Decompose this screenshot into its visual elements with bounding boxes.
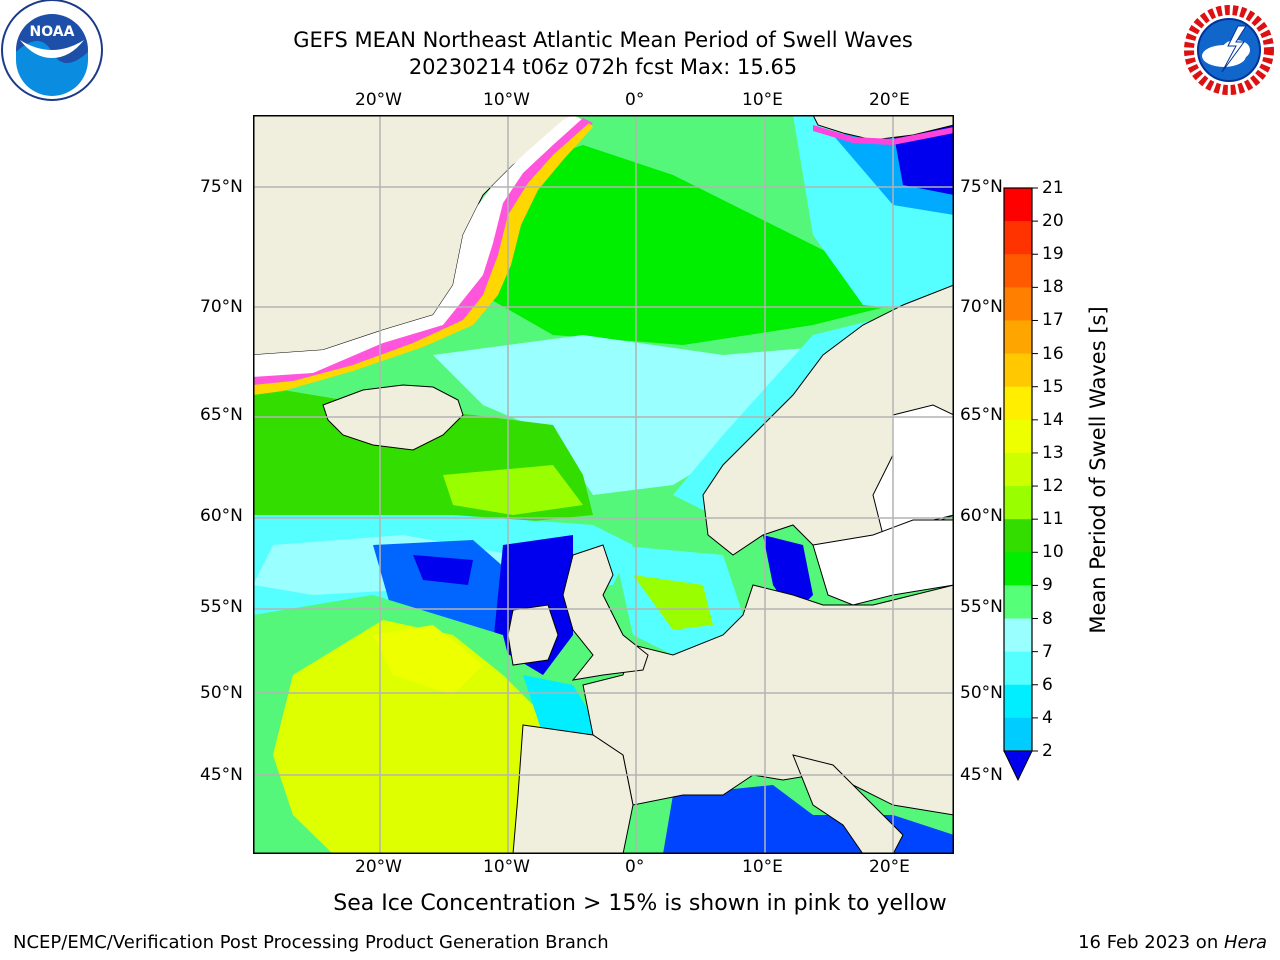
map-frame bbox=[253, 115, 954, 854]
swell-zone-2s bbox=[893, 125, 954, 195]
colorbar-segment bbox=[1004, 585, 1032, 620]
swell-zone-11s bbox=[483, 145, 893, 345]
colorbar-segment bbox=[1004, 287, 1032, 321]
lat-label-right: 65°N bbox=[960, 405, 1003, 425]
noaa-logo-text: NOAA bbox=[30, 24, 75, 40]
colorbar-tick-label: 14 bbox=[1042, 409, 1064, 430]
colorbar-tick-label: 4 bbox=[1042, 707, 1053, 728]
sea-ice-edge bbox=[253, 118, 593, 390]
lat-label-right: 50°N bbox=[960, 683, 1003, 703]
italy bbox=[792, 754, 904, 854]
great-britain bbox=[562, 544, 649, 681]
colorbar-segment bbox=[1004, 188, 1032, 222]
footer-date-text: 16 Feb 2023 on bbox=[1078, 932, 1224, 953]
lon-label-bottom: 10°W bbox=[483, 857, 530, 877]
footer-date: 16 Feb 2023 on Hera bbox=[1078, 932, 1267, 954]
lat-label-right: 55°N bbox=[960, 597, 1003, 617]
lon-label-top: 10°E bbox=[742, 90, 783, 110]
colorbar-tick-label: 13 bbox=[1042, 442, 1064, 463]
colorbar-tick-label: 21 bbox=[1042, 178, 1064, 198]
colorbar-segment bbox=[1004, 486, 1032, 520]
colorbar-tick-label: 19 bbox=[1042, 244, 1064, 265]
footer-host: Hera bbox=[1223, 932, 1267, 953]
colorbar-tick-label: 11 bbox=[1042, 509, 1064, 530]
colorbar-segment bbox=[1004, 353, 1032, 388]
colorbar-tick-label: 6 bbox=[1042, 674, 1053, 695]
graticule bbox=[253, 115, 954, 854]
colorbar-tick-label: 9 bbox=[1042, 575, 1053, 596]
lat-label-right: 60°N bbox=[960, 506, 1003, 526]
colorbar-segment bbox=[1004, 651, 1032, 686]
colorbar-segment bbox=[1004, 386, 1032, 421]
colorbar-tick-label: 10 bbox=[1042, 542, 1064, 563]
colorbar-segment bbox=[1004, 717, 1032, 752]
noaa-logo: NOAA bbox=[1, 0, 103, 101]
swell-zone-9s bbox=[433, 335, 843, 495]
chart-subtitle: 20230214 t06z 072h fcst Max: 15.65 bbox=[408, 55, 798, 79]
swell-zone-14s bbox=[273, 620, 583, 854]
colorbar-segment bbox=[1004, 452, 1032, 487]
chart-title: GEFS MEAN Northeast Atlantic Mean Period… bbox=[293, 28, 913, 52]
baltic-sea bbox=[812, 519, 954, 606]
colorbar-frame bbox=[1003, 187, 1033, 752]
lon-label-top: 10°W bbox=[483, 90, 530, 110]
lon-label-bottom: 20°E bbox=[869, 857, 910, 877]
lon-label-top: 0° bbox=[625, 90, 645, 110]
lat-label-right: 70°N bbox=[960, 297, 1003, 317]
lat-label-right: 75°N bbox=[960, 177, 1003, 197]
lon-label-bottom: 10°E bbox=[742, 857, 783, 877]
lat-label-right: 45°N bbox=[960, 765, 1003, 785]
colorbar-segment bbox=[1004, 419, 1032, 454]
colorbar-tick-label: 2 bbox=[1042, 741, 1053, 761]
iberia bbox=[512, 724, 634, 854]
colorbar-tick-label: 8 bbox=[1042, 608, 1053, 629]
lat-label-left: 60°N bbox=[200, 506, 243, 526]
lon-label-bottom: 20°W bbox=[355, 857, 402, 877]
colorbar-segment bbox=[1004, 552, 1032, 586]
colorbar-segment bbox=[1004, 254, 1032, 288]
colorbar-label: Mean Period of Swell Waves [s] bbox=[1086, 306, 1110, 634]
colorbar-segment bbox=[1004, 684, 1032, 719]
lat-label-left: 70°N bbox=[200, 297, 243, 317]
colorbar-segment bbox=[1004, 519, 1032, 553]
colorbar-segment bbox=[1004, 618, 1032, 653]
colorbar bbox=[1003, 187, 1038, 782]
colorbar-segment bbox=[1004, 320, 1032, 355]
lon-label-top: 20°W bbox=[355, 90, 402, 110]
nws-logo bbox=[1181, 2, 1277, 98]
colorbar-tick-label: 7 bbox=[1042, 641, 1053, 662]
lat-label-left: 55°N bbox=[200, 597, 243, 617]
lon-label-top: 20°E bbox=[869, 90, 910, 110]
colorbar-tick-label: 15 bbox=[1042, 376, 1064, 397]
lat-label-left: 65°N bbox=[200, 405, 243, 425]
colorbar-segment bbox=[1004, 221, 1032, 255]
colorbar-tick-label: 18 bbox=[1042, 277, 1064, 298]
footer-branch: NCEP/EMC/Verification Post Processing Pr… bbox=[13, 932, 609, 953]
lon-label-bottom: 0° bbox=[625, 857, 645, 877]
swell-period-map bbox=[253, 115, 954, 854]
lat-label-left: 45°N bbox=[200, 765, 243, 785]
lat-label-left: 50°N bbox=[200, 683, 243, 703]
colorbar-tick-label: 12 bbox=[1042, 476, 1064, 497]
colorbar-extend-arrow bbox=[1003, 750, 1033, 782]
colorbar-tick-label: 20 bbox=[1042, 211, 1064, 232]
colorbar-tick-label: 16 bbox=[1042, 343, 1064, 364]
lat-label-left: 75°N bbox=[200, 177, 243, 197]
colorbar-tick-label: 17 bbox=[1042, 310, 1064, 331]
sea-ice-note: Sea Ice Concentration > 15% is shown in … bbox=[333, 891, 947, 916]
